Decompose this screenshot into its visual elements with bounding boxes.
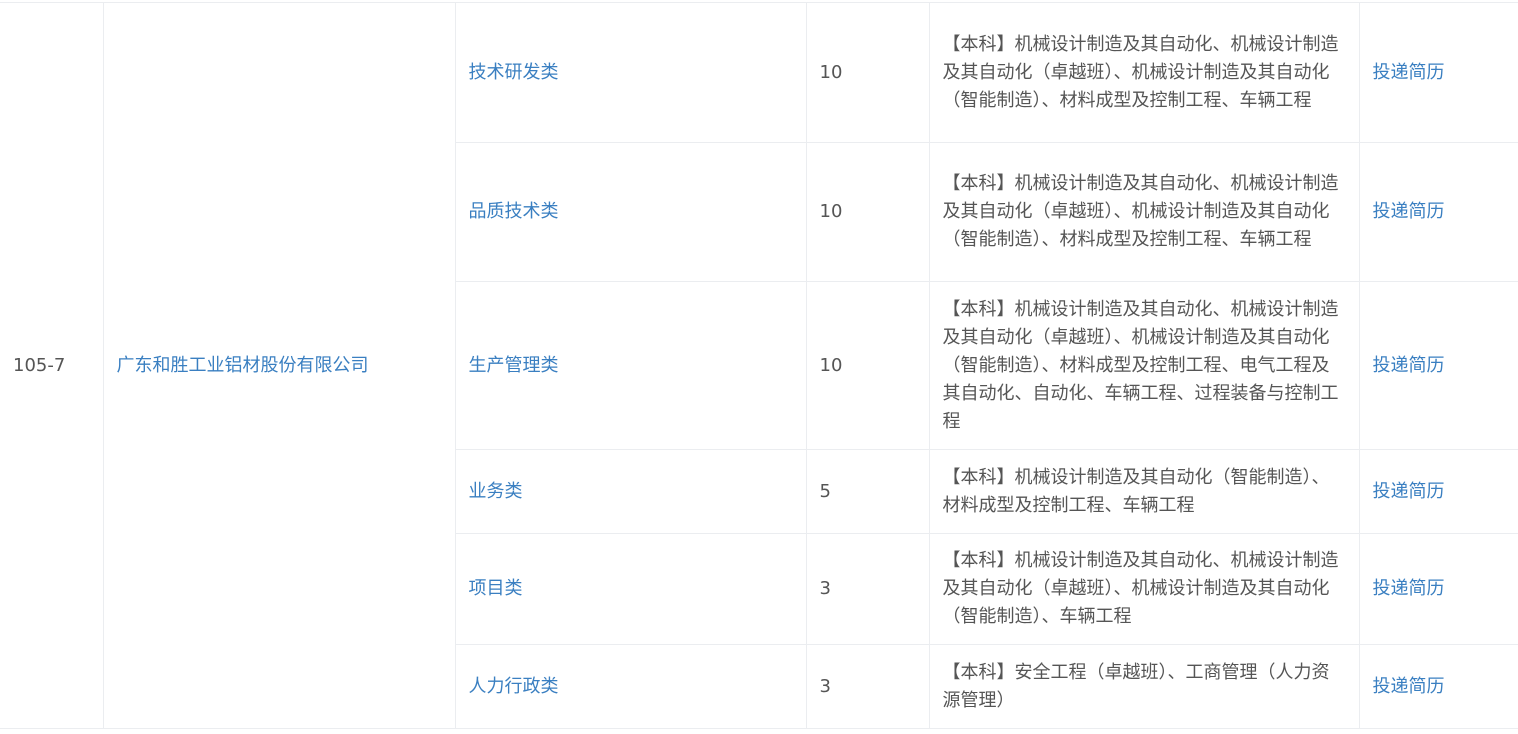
position-link[interactable]: 项目类: [455, 533, 807, 645]
position-link[interactable]: 人力行政类: [455, 644, 807, 729]
majors: 【本科】机械设计制造及其自动化、机械设计制造及其自动化（卓越班）、机械设计制造及…: [928, 281, 1360, 450]
headcount: 10: [805, 281, 930, 450]
job-code: 105-7: [0, 2, 104, 729]
company-link[interactable]: 广东和胜工业铝材股份有限公司: [102, 2, 456, 729]
majors: 【本科】机械设计制造及其自动化（智能制造）、材料成型及控制工程、车辆工程: [928, 449, 1360, 534]
apply-button[interactable]: 投递简历: [1358, 142, 1518, 282]
apply-button[interactable]: 投递简历: [1358, 533, 1518, 645]
table-row: 项目类 3 【本科】机械设计制造及其自动化、机械设计制造及其自动化（卓越班）、机…: [0, 533, 1518, 645]
table-row: 生产管理类 10 【本科】机械设计制造及其自动化、机械设计制造及其自动化（卓越班…: [0, 281, 1518, 450]
headcount: 5: [805, 449, 930, 534]
headcount: 10: [805, 2, 930, 143]
position-link[interactable]: 业务类: [455, 449, 807, 534]
apply-button[interactable]: 投递简历: [1358, 644, 1518, 729]
position-link[interactable]: 生产管理类: [455, 281, 807, 450]
apply-button[interactable]: 投递简历: [1358, 2, 1518, 143]
position-link[interactable]: 品质技术类: [455, 142, 807, 282]
majors: 【本科】机械设计制造及其自动化、机械设计制造及其自动化（卓越班）、机械设计制造及…: [928, 533, 1360, 645]
headcount: 10: [805, 142, 930, 282]
majors: 【本科】安全工程（卓越班）、工商管理（人力资源管理）: [928, 644, 1360, 729]
apply-button[interactable]: 投递简历: [1358, 281, 1518, 450]
apply-button[interactable]: 投递简历: [1358, 449, 1518, 534]
majors: 【本科】机械设计制造及其自动化、机械设计制造及其自动化（卓越班）、机械设计制造及…: [928, 142, 1360, 282]
headcount: 3: [805, 533, 930, 645]
table-row: 人力行政类 3 【本科】安全工程（卓越班）、工商管理（人力资源管理） 投递简历: [0, 644, 1518, 729]
headcount: 3: [805, 644, 930, 729]
position-link[interactable]: 技术研发类: [454, 2, 807, 143]
majors: 【本科】机械设计制造及其自动化、机械设计制造及其自动化（卓越班）、机械设计制造及…: [928, 2, 1360, 143]
table-row: 业务类 5 【本科】机械设计制造及其自动化（智能制造）、材料成型及控制工程、车辆…: [0, 449, 1518, 534]
